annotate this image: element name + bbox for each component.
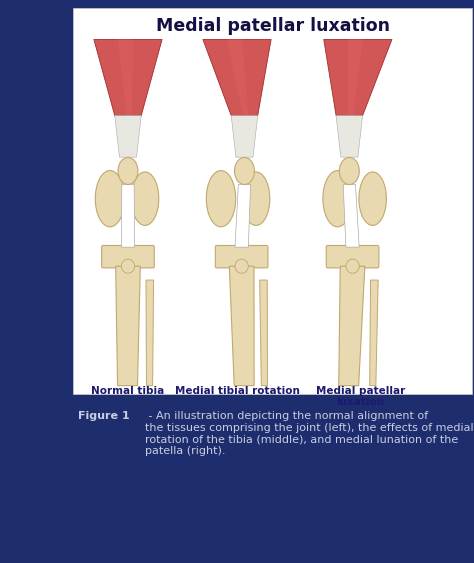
- Ellipse shape: [118, 158, 138, 185]
- Polygon shape: [324, 39, 392, 115]
- Polygon shape: [231, 115, 258, 157]
- Polygon shape: [115, 115, 141, 157]
- Text: Medial patellar luxation: Medial patellar luxation: [155, 17, 390, 35]
- Polygon shape: [347, 39, 363, 115]
- FancyBboxPatch shape: [73, 8, 472, 394]
- Ellipse shape: [121, 259, 135, 273]
- Polygon shape: [203, 39, 271, 115]
- FancyBboxPatch shape: [102, 245, 155, 268]
- Ellipse shape: [235, 158, 255, 185]
- Polygon shape: [343, 185, 359, 247]
- Ellipse shape: [359, 172, 386, 225]
- Polygon shape: [121, 185, 135, 247]
- Text: - An illustration depicting the normal alignment of
the tissues comprising the j: - An illustration depicting the normal a…: [145, 411, 474, 456]
- Polygon shape: [339, 266, 365, 386]
- Polygon shape: [227, 39, 248, 115]
- Polygon shape: [235, 185, 251, 247]
- Ellipse shape: [95, 171, 125, 227]
- Ellipse shape: [242, 172, 270, 225]
- FancyBboxPatch shape: [215, 245, 268, 268]
- Text: Figure 1: Figure 1: [78, 411, 130, 421]
- Text: Medial tibial rotation: Medial tibial rotation: [174, 386, 300, 396]
- Ellipse shape: [323, 171, 352, 227]
- FancyBboxPatch shape: [326, 245, 379, 268]
- Polygon shape: [260, 280, 267, 386]
- Polygon shape: [146, 280, 154, 386]
- Polygon shape: [116, 266, 140, 386]
- Polygon shape: [336, 115, 363, 157]
- Polygon shape: [370, 280, 378, 386]
- Ellipse shape: [339, 158, 359, 185]
- Text: Medial patellar
luxation: Medial patellar luxation: [316, 386, 405, 407]
- Ellipse shape: [206, 171, 236, 227]
- Polygon shape: [94, 39, 162, 115]
- Polygon shape: [229, 266, 254, 386]
- Ellipse shape: [346, 259, 359, 273]
- Polygon shape: [118, 39, 133, 115]
- Text: Normal tibia: Normal tibia: [91, 386, 164, 396]
- Ellipse shape: [131, 172, 159, 225]
- Ellipse shape: [235, 259, 248, 273]
